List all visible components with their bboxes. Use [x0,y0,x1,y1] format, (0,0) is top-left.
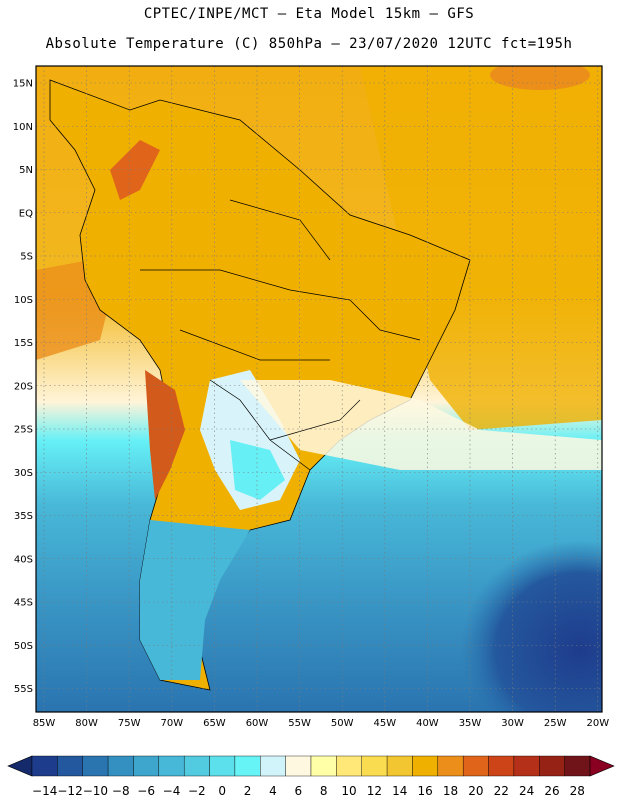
colorbar-tick-label: 14 [392,784,407,798]
lon-tick-label: 25W [544,718,567,729]
lon-tick-label: 50W [331,718,354,729]
country-borders [140,199,421,471]
lat-tick-label: 15S [14,338,33,349]
colorbar-tick-label: −8 [112,784,130,798]
longitude-axis: 85W 80W 75W 70W 65W 60W 55W 50W 45W 40W 35W 30W 25W 2… [33,718,610,729]
colorbar-swatch [361,755,388,777]
colorbar-swatch [133,755,160,777]
lat-tick-label: 50S [14,641,33,652]
lon-tick-label: 45W [373,718,396,729]
temperature-field [36,66,602,712]
latitude-axis: 15N 10N 5N EQ 5S 10S 15S 20S 25S 30S 35S 40S 45S 50S 5… [13,79,33,696]
colorbar-tick-label: 18 [443,784,458,798]
lat-tick-label: EQ [19,208,33,219]
colorbar-swatch [336,755,362,777]
lon-tick-label: 80W [75,718,98,729]
colorbar-swatch [488,755,515,777]
lat-tick-label: 10S [14,295,33,306]
colorbar-swatch [209,755,236,777]
lat-tick-label: 5N [19,165,33,176]
colorbar-swatch [564,755,591,777]
lat-tick-label: 25S [14,425,33,436]
lat-tick-label: 15N [13,79,33,90]
colorbar-swatch [82,755,109,777]
colorbar-tick-label: −4 [163,784,181,798]
colorbar-swatch [310,755,337,777]
lon-tick-label: 65W [203,718,226,729]
colorbar-tick-label: 6 [294,784,302,798]
lon-tick-label: 20W [586,718,609,729]
lon-tick-label: 75W [118,718,141,729]
lat-tick-label: 5S [20,252,33,263]
colorbar-swatch [539,755,565,777]
colorbar-swatch [183,755,210,777]
colorbar-swatch [285,755,312,777]
colorbar-tick-label: −10 [83,784,108,798]
lat-tick-label: 30S [14,468,33,479]
lon-tick-label: 55W [288,718,311,729]
lat-tick-label: 20S [14,381,33,392]
colorbar-tick-label: 20 [468,784,483,798]
colorbar-swatch [107,755,134,777]
colorbar-tick-label: 16 [417,784,432,798]
lon-tick-label: 30W [501,718,524,729]
lat-tick-label: 35S [14,511,33,522]
colorbar-swatch [462,755,489,777]
map-frame [35,65,603,713]
colorbar-swatch [386,755,413,777]
colorbar-swatch [260,755,286,777]
colorbar-tick-label: 12 [367,784,382,798]
lat-tick-label: 55S [14,684,33,695]
lat-tick-label: 10N [13,122,33,133]
colorbar-swatch [158,755,185,777]
colorbar-tick-label: −2 [188,784,206,798]
colorbar-swatch [31,755,58,777]
colorbar-tick-label: 8 [320,784,328,798]
colorbar-tick-label: 10 [341,784,356,798]
colorbar-swatch [57,755,83,777]
lon-tick-label: 85W [33,718,56,729]
colorbar-swatch [412,755,439,777]
colorbar [7,755,615,777]
colorbar-labels: −14 −12 −10 −8 −6 −4 −2 0 2 4 6 8 10 12 14 16 18 20 22 24 26… [32,784,585,798]
colorbar-swatch [513,755,540,777]
lon-tick-label: 70W [160,718,183,729]
colorbar-tick-label: 28 [570,784,585,798]
map-title: CPTEC/INPE/MCT – Eta Model 15km – GFS [143,6,475,22]
colorbar-tick-label: −12 [57,784,82,798]
lat-tick-label: 45S [14,598,33,609]
colorbar-tick-label: 24 [519,784,534,798]
colorbar-tick-label: 26 [544,784,559,798]
colorbar-tick-label: 0 [218,784,226,798]
colorbar-tick-label: −6 [137,784,155,798]
colorbar-tick-label: −14 [32,784,57,798]
colorbar-under-arrow [7,755,33,777]
lon-tick-label: 40W [416,718,439,729]
map-subtitle: Absolute Temperature (C) 850hPa – 23/07/… [45,36,573,52]
colorbar-over-arrow [589,755,615,777]
colorbar-swatch [234,755,261,777]
colorbar-tick-label: 2 [244,784,252,798]
colorbar-tick-label: 22 [494,784,509,798]
lon-tick-label: 35W [459,718,482,729]
lon-tick-label: 60W [246,718,269,729]
lat-tick-label: 40S [14,554,33,565]
colorbar-tick-label: 4 [269,784,277,798]
colorbar-swatch [437,755,464,777]
